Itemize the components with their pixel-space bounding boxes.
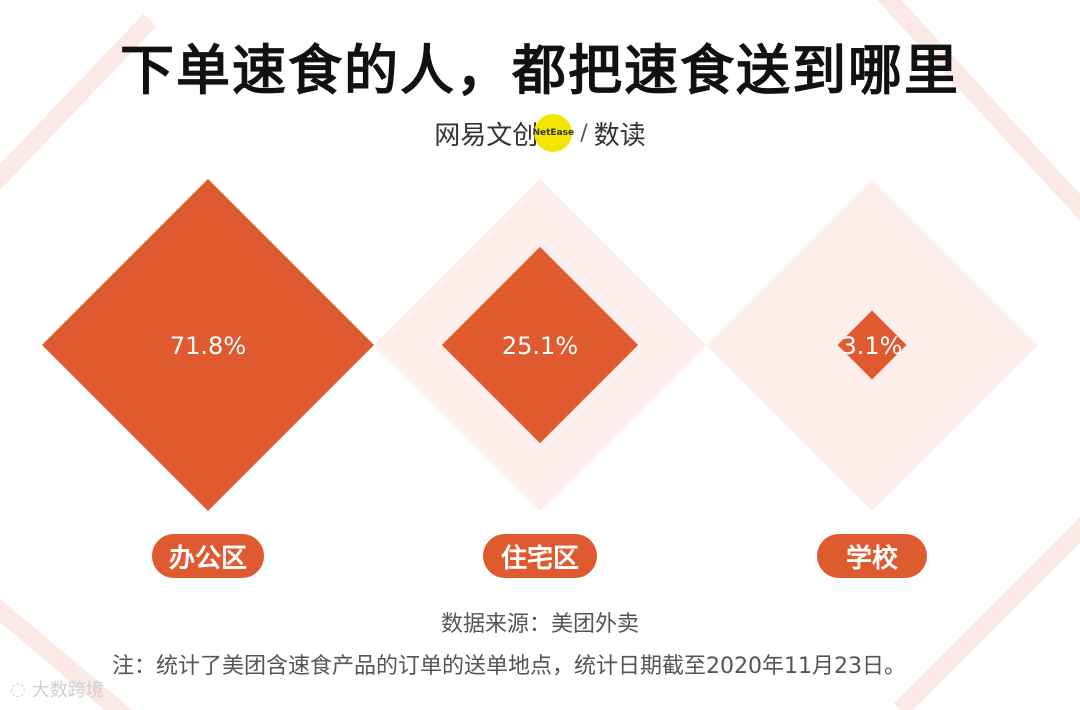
chart-title: 下单速食的人，都把速食送到哪里 [120,39,960,102]
value-label-1: 25.1% [502,332,578,360]
value-label-0: 71.8% [170,332,246,360]
category-label-1: 住宅区 [483,534,597,578]
category-label-0: 办公区 [152,534,264,578]
netease-badge: NetEase [532,114,574,152]
diamond-mark-0 [42,179,374,511]
data-source: 数据来源：美团外卖 [440,612,639,637]
watermark-text: 大数跨境 [31,680,104,701]
watermark-logo-icon: ◌ [10,678,26,700]
footnote: 注：统计了美团含速食产品的订单的送单地点，统计日期截至2020年11月23日。 [112,654,906,679]
diamond-mark-2 [837,310,907,380]
category-label-2: 学校 [817,534,927,578]
brand-sub: 数读 [593,120,646,151]
value-label-2: 3.1% [842,332,903,360]
brand-logo: 网易文创 NetEase / 数读 [0,110,1080,156]
watermark: ◌ 大数跨境 [10,676,104,702]
brand-slash: / [580,120,588,146]
brand-name: 网易文创 [434,120,539,151]
diamond-chart: 71.8% 25.1% 3.1% [42,179,1038,511]
